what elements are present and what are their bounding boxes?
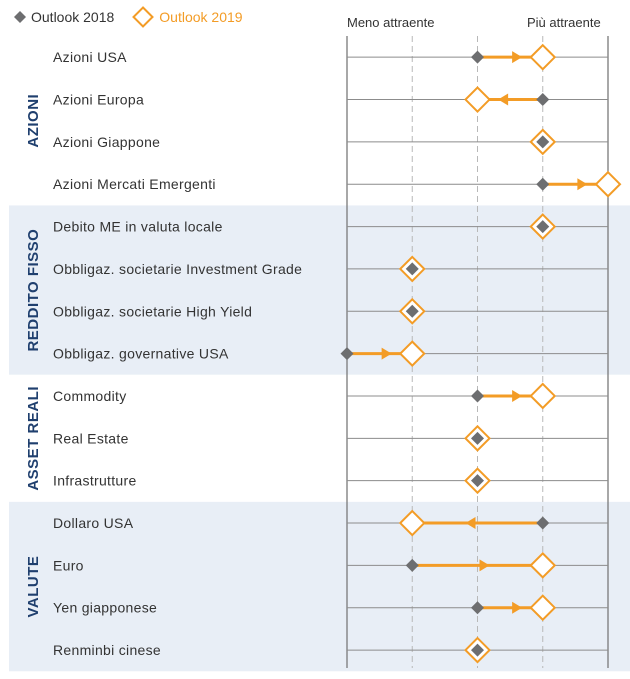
row-label: Obbligaz. governative USA — [53, 346, 229, 362]
chart-row: Azioni Europa — [53, 86, 608, 113]
row-label: Azioni Giappone — [53, 134, 160, 150]
chart-row: Debito ME in valuta locale — [53, 213, 608, 240]
change-arrow-icon — [465, 517, 476, 530]
marker-2018 — [471, 431, 484, 445]
marker-2018 — [536, 516, 550, 530]
row-label: Commodity — [53, 388, 127, 404]
marker-2019 — [464, 86, 491, 113]
marker-2018 — [405, 262, 419, 276]
group-label: REDDITO FISSO — [25, 229, 42, 352]
legend-label-2019: Outlook 2019 — [159, 9, 243, 25]
chart-row: Obbligaz. societarie High Yield — [53, 297, 608, 325]
group-band — [9, 36, 630, 206]
row-label: Azioni USA — [53, 49, 127, 65]
legend-item-2018: Outlook 2018 — [14, 9, 114, 25]
group-label: VALUTE — [25, 556, 42, 618]
row-label: Infrastrutture — [53, 473, 137, 489]
row-label: Yen giapponese — [53, 600, 157, 616]
marker-2018 — [471, 50, 484, 64]
marker-2018 — [340, 347, 354, 361]
row-label: Obbligaz. societarie Investment Grade — [53, 261, 302, 277]
legend: Outlook 2018 Outlook 2019 — [14, 6, 261, 28]
chart-row: Obbligaz. societarie Investment Grade — [53, 255, 608, 283]
change-arrow-icon — [479, 559, 490, 572]
marker-2018 — [471, 474, 484, 488]
marker-2019 — [529, 551, 557, 579]
chart-row: Azioni Mercati Emergenti — [53, 170, 622, 198]
marker-2018 — [405, 558, 419, 572]
row-label: Euro — [53, 557, 84, 573]
legend-item-2019: Outlook 2019 — [132, 6, 243, 28]
change-arrow-icon — [381, 347, 392, 360]
change-arrow-icon — [577, 178, 588, 191]
legend-diamond-2019-icon — [132, 6, 155, 28]
change-arrow-icon — [498, 93, 509, 106]
rows-layer: AZIONI REDDITO FISSO ASSET REALI VALUTE Azio… — [25, 36, 622, 668]
row-label: Real Estate — [53, 430, 129, 446]
marker-2018 — [536, 220, 550, 234]
legend-diamond-2018-icon — [14, 11, 26, 23]
row-label: Debito ME in valuta locale — [53, 219, 223, 235]
change-arrow-icon — [512, 51, 523, 64]
chart-row: Dollaro USA — [53, 509, 608, 537]
marker-2018 — [471, 601, 484, 615]
row-label: Obbligaz. societarie High Yield — [53, 303, 252, 319]
marker-2019 — [398, 340, 426, 368]
chart-row: Euro — [53, 551, 608, 579]
marker-2019 — [529, 594, 557, 622]
chart-row: Obbligaz. governative USA — [53, 340, 608, 368]
change-arrow-icon — [512, 389, 523, 402]
change-arrow-icon — [512, 601, 523, 614]
group-label: AZIONI — [25, 94, 42, 148]
scale-label-high: Più attraente — [527, 15, 601, 30]
chart-row: Azioni Giappone — [53, 128, 608, 156]
chart-row: Azioni USA — [53, 43, 608, 71]
marker-2019 — [529, 382, 557, 410]
group-band — [9, 501, 630, 672]
marker-2018 — [405, 304, 419, 318]
legend-label-2018: Outlook 2018 — [31, 9, 115, 25]
group-band — [9, 205, 630, 375]
marker-2018 — [536, 93, 550, 107]
chart-row: Renminbi cinese — [53, 636, 608, 664]
marker-2019 — [529, 43, 557, 71]
chart-row: Yen giapponese — [53, 594, 608, 622]
chart-row: Real Estate — [53, 424, 608, 452]
group-bands — [9, 36, 630, 672]
marker-2018 — [536, 177, 550, 191]
marker-2019 — [594, 170, 622, 198]
group-label: ASSET REALI — [25, 386, 42, 491]
chart-row: Commodity — [53, 382, 608, 410]
scale-label-low: Meno attraente — [347, 15, 435, 30]
row-label: Dollaro USA — [53, 515, 134, 531]
marker-2018 — [471, 643, 484, 657]
row-label: Azioni Europa — [53, 92, 144, 108]
marker-2019 — [398, 509, 426, 537]
chart-row: Infrastrutture — [53, 467, 608, 495]
marker-2018 — [536, 135, 550, 149]
row-label: Azioni Mercati Emergenti — [53, 176, 216, 192]
row-label: Renminbi cinese — [53, 642, 161, 658]
marker-2018 — [471, 389, 484, 403]
